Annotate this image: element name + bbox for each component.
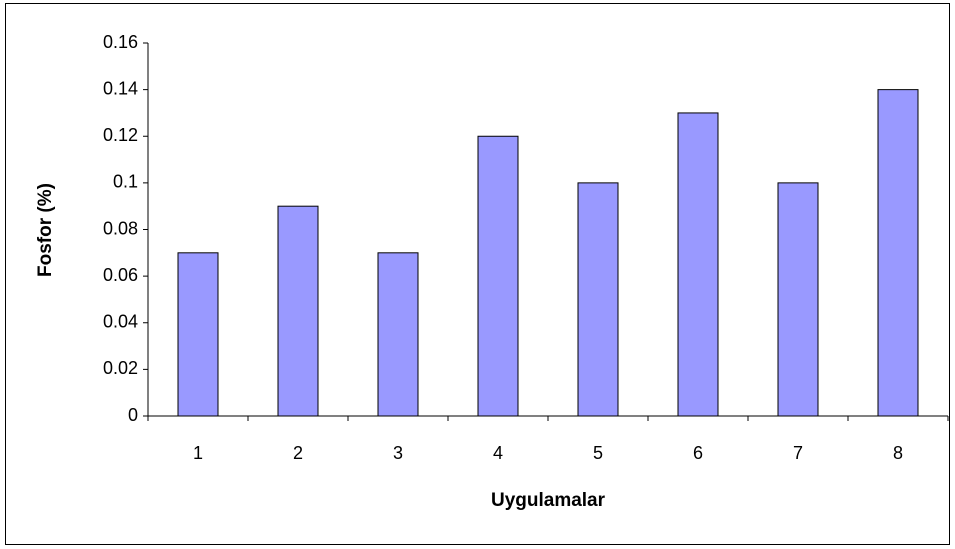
y-tick-label: 0.04 bbox=[103, 312, 138, 332]
x-axis-label: Uygulamalar bbox=[491, 490, 606, 511]
x-tick-label: 6 bbox=[693, 443, 703, 463]
x-tick-label: 4 bbox=[493, 443, 503, 463]
bar bbox=[677, 112, 719, 417]
bar bbox=[577, 182, 619, 417]
x-tick-label: 5 bbox=[593, 443, 603, 463]
y-tick-label: 0.02 bbox=[103, 358, 138, 378]
bar bbox=[477, 135, 519, 417]
y-tick-label: 0.14 bbox=[103, 78, 138, 98]
y-axis-label: Fosfor (%) bbox=[35, 183, 56, 277]
y-tick-label: 0.16 bbox=[103, 32, 138, 52]
y-tick-label: 0 bbox=[128, 405, 138, 425]
x-tick-label: 2 bbox=[293, 443, 303, 463]
y-tick-label: 0.08 bbox=[103, 218, 138, 238]
bar bbox=[177, 252, 219, 417]
x-tick-label: 1 bbox=[193, 443, 203, 463]
bar bbox=[777, 182, 819, 417]
x-tick-label: 8 bbox=[893, 443, 903, 463]
x-tick-label: 7 bbox=[793, 443, 803, 463]
y-tick-label: 0.06 bbox=[103, 265, 138, 285]
bar bbox=[877, 89, 919, 417]
bar bbox=[377, 252, 419, 417]
x-tick-label: 3 bbox=[393, 443, 403, 463]
bar bbox=[277, 205, 319, 417]
y-tick-label: 0.1 bbox=[113, 172, 138, 192]
y-tick-label: 0.12 bbox=[103, 125, 138, 145]
